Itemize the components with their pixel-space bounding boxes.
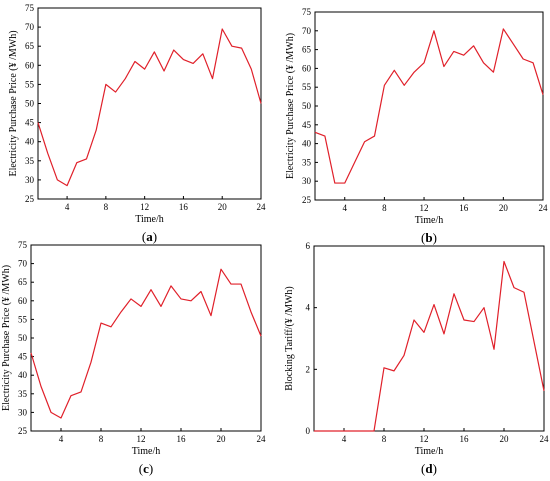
y-tick-label: 55 xyxy=(25,79,35,89)
y-tick-label: 0 xyxy=(306,426,311,436)
x-tick-label: 24 xyxy=(539,203,549,213)
y-tick-label: 50 xyxy=(25,99,35,109)
x-tick-label: 20 xyxy=(217,434,227,444)
x-tick-label: 16 xyxy=(460,434,470,444)
y-axis-title: Electricity Purchase Price (¥ /MWh) xyxy=(8,30,19,176)
y-axis-title: Blocking Tariff/(¥ /MWh) xyxy=(284,286,295,390)
y-tick-label: 6 xyxy=(306,241,311,251)
x-tick-label: 4 xyxy=(59,434,64,444)
chart-panel-a: 4 8 12 16 20 24 25 30 35 40 45 50 55 60 65 70 75 Time/h El… xyxy=(8,3,266,244)
y-tick-label: 75 xyxy=(25,3,35,13)
x-axis-title: Time/h xyxy=(415,215,444,226)
y-tick-label: 75 xyxy=(302,7,312,17)
y-tick-label: 70 xyxy=(25,22,35,32)
y-tick-label: 35 xyxy=(25,156,35,166)
y-tick-label: 35 xyxy=(302,157,312,167)
y-tick-label: 40 xyxy=(18,370,28,380)
plot-frame xyxy=(30,244,262,432)
y-tick-label: 70 xyxy=(302,26,312,36)
panel-label: (b) xyxy=(421,230,437,245)
x-tick-label: 12 xyxy=(137,434,146,444)
y-tick-label: 65 xyxy=(18,277,28,287)
y-axis-title: Electricity Purchase Price (¥ /MWh) xyxy=(1,265,12,411)
panel-label: (a) xyxy=(142,229,157,244)
y-tick-label: 55 xyxy=(18,314,28,324)
plot-frame xyxy=(37,7,262,200)
y-tick-label: 45 xyxy=(18,352,28,362)
y-tick-label: 4 xyxy=(306,303,311,313)
y-tick-label: 70 xyxy=(18,259,28,269)
y-tick-label: 50 xyxy=(18,333,28,343)
y-tick-label: 60 xyxy=(302,63,312,73)
y-tick-label: 30 xyxy=(25,175,35,185)
x-tick-label: 4 xyxy=(65,202,70,212)
panel-label: (c) xyxy=(139,461,153,476)
x-tick-label: 4 xyxy=(342,434,347,444)
y-tick-label: 45 xyxy=(302,120,312,130)
series-line xyxy=(30,268,262,419)
x-tick-label: 20 xyxy=(218,202,228,212)
y-tick-label: 40 xyxy=(25,137,35,147)
y-tick-label: 30 xyxy=(302,176,312,186)
x-tick-label: 8 xyxy=(104,202,109,212)
x-tick-label: 16 xyxy=(179,202,189,212)
y-tick-label: 75 xyxy=(18,240,28,250)
x-tick-label: 12 xyxy=(420,203,429,213)
y-tick-label: 25 xyxy=(302,195,312,205)
y-tick-label: 25 xyxy=(25,194,35,204)
x-tick-label: 12 xyxy=(140,202,149,212)
y-tick-label: 50 xyxy=(302,101,312,111)
x-axis-title: Time/h xyxy=(135,214,164,225)
y-tick-label: 60 xyxy=(25,60,35,70)
x-axis-title: Time/h xyxy=(132,446,161,457)
series-line xyxy=(314,260,545,432)
x-tick-label: 24 xyxy=(257,202,267,212)
y-tick-label: 65 xyxy=(25,41,35,51)
x-axis-title: Time/h xyxy=(415,446,444,457)
plot-frame xyxy=(313,245,545,432)
x-tick-label: 12 xyxy=(420,434,429,444)
x-tick-label: 16 xyxy=(177,434,187,444)
y-tick-label: 35 xyxy=(18,389,28,399)
x-tick-label: 16 xyxy=(459,203,469,213)
y-tick-label: 55 xyxy=(302,82,312,92)
y-tick-label: 60 xyxy=(18,296,28,306)
y-tick-label: 45 xyxy=(25,118,35,128)
chart-panel-b: 4 8 12 16 20 24 25 30 35 40 45 50 55 60 65 70 75 Time/h El… xyxy=(285,7,548,245)
x-tick-label: 24 xyxy=(540,434,550,444)
y-tick-label: 65 xyxy=(302,45,312,55)
x-tick-label: 8 xyxy=(99,434,104,444)
plot-frame xyxy=(314,11,544,201)
panel-label: (d) xyxy=(421,461,437,476)
series-line xyxy=(314,28,544,184)
x-tick-label: 20 xyxy=(499,203,509,213)
y-tick-label: 2 xyxy=(306,364,311,374)
x-tick-label: 8 xyxy=(382,434,387,444)
chart-panel-c: 4 8 12 16 20 24 25 30 35 40 45 50 55 60 65 70 75 Time/h El… xyxy=(1,240,266,476)
x-tick-label: 8 xyxy=(382,203,387,213)
y-tick-label: 25 xyxy=(18,426,28,436)
x-tick-label: 4 xyxy=(342,203,347,213)
y-tick-label: 40 xyxy=(302,139,312,149)
x-tick-label: 24 xyxy=(257,434,267,444)
y-tick-label: 30 xyxy=(18,407,28,417)
series-line xyxy=(37,28,262,187)
y-axis-title: Electricity Purchase Price (¥ /MWh) xyxy=(285,33,296,179)
x-tick-label: 20 xyxy=(500,434,510,444)
